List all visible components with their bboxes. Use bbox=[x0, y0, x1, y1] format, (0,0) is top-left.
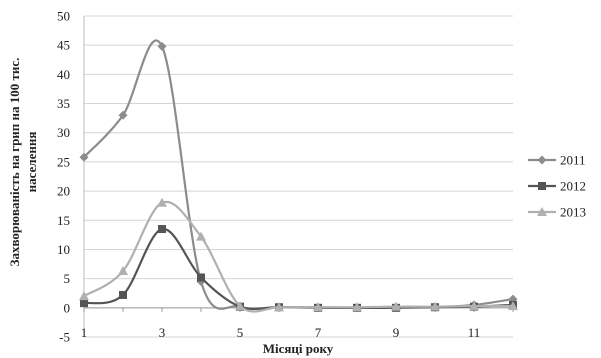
data-point-2013 bbox=[469, 301, 479, 311]
y-tick-label: 20 bbox=[57, 184, 70, 199]
gridlines bbox=[83, 15, 514, 338]
legend-item-2011: 2011 bbox=[528, 153, 586, 168]
data-point-2011 bbox=[118, 110, 128, 120]
data-point-2011 bbox=[157, 41, 167, 51]
legend-marker bbox=[538, 182, 546, 190]
series-2012 bbox=[80, 225, 517, 312]
legend-marker bbox=[537, 155, 547, 165]
y-tick-labels: -5 0 5 10 15 20 25 30 35 40 45 50 bbox=[57, 9, 70, 345]
y-tick-label: 10 bbox=[57, 242, 70, 257]
series-line-2013 bbox=[83, 200, 514, 313]
series-2013 bbox=[79, 197, 518, 313]
data-point-2013 bbox=[235, 301, 245, 311]
legend-item-2012: 2012 bbox=[528, 179, 586, 194]
data-point-2013 bbox=[391, 301, 401, 311]
series-group bbox=[79, 39, 518, 313]
legend-label: 2012 bbox=[560, 179, 586, 194]
data-point-2013 bbox=[274, 302, 284, 312]
x-tick-label: 5 bbox=[237, 325, 244, 340]
legend: 2011 2012 2013 bbox=[528, 153, 586, 220]
series-line-2011 bbox=[83, 39, 514, 310]
x-tick-labels: 1 3 5 7 9 11 bbox=[81, 325, 481, 340]
data-point-2013 bbox=[352, 302, 362, 312]
y-tick-label: 50 bbox=[57, 9, 70, 24]
y-tick-label: 25 bbox=[57, 154, 70, 169]
y-tick-label: 0 bbox=[64, 300, 71, 315]
y-tick-label: 5 bbox=[64, 271, 71, 286]
data-point-2011 bbox=[79, 152, 89, 162]
data-point-2012 bbox=[197, 273, 205, 282]
data-point-2013 bbox=[313, 302, 323, 312]
data-point-2012 bbox=[158, 225, 166, 234]
y-axis-title-line2: населення bbox=[24, 132, 39, 193]
data-point-2013 bbox=[196, 231, 206, 241]
legend-label: 2011 bbox=[560, 153, 586, 168]
x-tick-label: 7 bbox=[315, 325, 322, 340]
y-tick-label: 45 bbox=[57, 38, 70, 53]
y-tick-label: 15 bbox=[57, 213, 70, 228]
data-point-2013 bbox=[157, 197, 167, 207]
data-point-2012 bbox=[80, 299, 88, 308]
data-point-2013 bbox=[79, 291, 89, 301]
legend-item-2013: 2013 bbox=[528, 205, 586, 220]
x-tick-label: 1 bbox=[81, 325, 88, 340]
y-tick-label: -5 bbox=[59, 330, 70, 345]
y-tick-label: 40 bbox=[57, 67, 70, 82]
legend-marker bbox=[537, 207, 547, 216]
x-tick-label: 3 bbox=[159, 325, 166, 340]
data-point-2013 bbox=[508, 301, 518, 311]
y-tick-label: 30 bbox=[57, 125, 70, 140]
y-axis-title-line1: Захворюваність на грип на 100 тис. bbox=[7, 58, 22, 267]
data-point-2013 bbox=[118, 266, 128, 276]
legend-label: 2013 bbox=[560, 205, 586, 220]
series-2011 bbox=[79, 39, 518, 313]
x-axis-title: Місяці року bbox=[263, 341, 334, 356]
x-tick-label: 11 bbox=[468, 325, 481, 340]
data-point-2013 bbox=[430, 301, 440, 311]
data-point-2012 bbox=[119, 290, 127, 299]
y-tick-label: 35 bbox=[57, 96, 70, 111]
x-tick-label: 9 bbox=[393, 325, 400, 340]
series-line-2012 bbox=[83, 227, 514, 311]
